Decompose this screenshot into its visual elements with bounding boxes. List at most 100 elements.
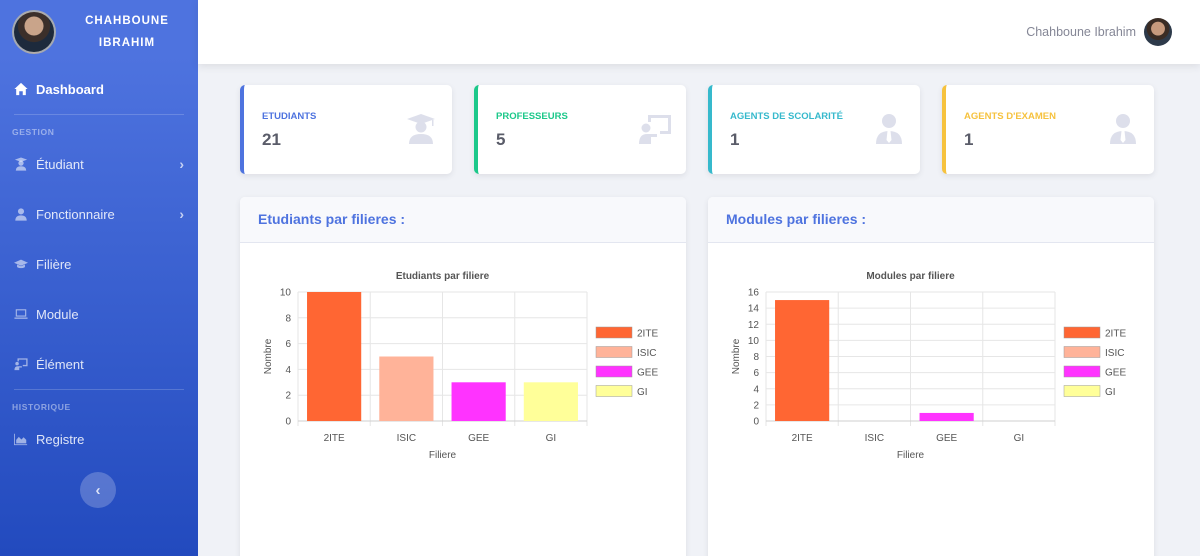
sidebar-item-label: Dashboard bbox=[36, 81, 104, 97]
chart-modules-par-filiere: Modules par filiere 0 2 4 6 8 10 12 14 16 2ITE ISIC… bbox=[708, 243, 1154, 556]
y-tick-label: 2 bbox=[285, 391, 291, 402]
sidebar-divider bbox=[14, 389, 184, 390]
sidebar-item-dashboard[interactable]: Dashboard bbox=[0, 64, 198, 114]
stat-label: ETUDIANTS bbox=[262, 111, 317, 122]
legend-label[interactable]: 2ITE bbox=[637, 329, 658, 340]
sidebar-item-registre[interactable]: Registre bbox=[0, 414, 198, 464]
sidebar-item-etudiant[interactable]: Étudiant › bbox=[0, 139, 198, 189]
chart-bar-2ite[interactable] bbox=[307, 292, 362, 421]
y-tick-label: 6 bbox=[753, 368, 759, 379]
user-icon bbox=[14, 207, 28, 221]
sidebar-item-module[interactable]: Module bbox=[0, 289, 198, 339]
y-tick-label: 0 bbox=[285, 417, 291, 428]
y-tick-label: 12 bbox=[748, 320, 760, 331]
brand-name-line2: IBRAHIM bbox=[98, 37, 156, 49]
legend-swatch-gi[interactable] bbox=[1063, 385, 1101, 397]
sidebar-brand[interactable]: CHAHBOUNE IBRAHIM bbox=[0, 0, 198, 64]
sidebar: CHAHBOUNE IBRAHIM Dashboard GESTION Étud… bbox=[0, 0, 198, 556]
y-tick-label: 4 bbox=[285, 365, 291, 376]
sidebar-heading-gestion: GESTION bbox=[12, 127, 55, 137]
stat-label: PROFESSEURS bbox=[496, 111, 568, 122]
legend-label[interactable]: GI bbox=[637, 387, 648, 398]
legend-swatch-2ite[interactable] bbox=[595, 326, 633, 339]
chart-bar-2ite[interactable] bbox=[775, 300, 830, 421]
sidebar-item-filiere[interactable]: Filière bbox=[0, 239, 198, 289]
stat-label: AGENTS D'EXAMEN bbox=[964, 111, 1056, 122]
chart-card-etudiants: Etudiants par filieres : Etudiants par f… bbox=[240, 197, 686, 556]
x-tick-label: GEE bbox=[468, 433, 489, 444]
stat-card-agents-examen: AGENTS D'EXAMEN 1 bbox=[942, 85, 1154, 174]
stat-value: 5 bbox=[496, 130, 506, 149]
chevron-right-icon: › bbox=[179, 206, 184, 222]
chevron-right-icon: › bbox=[179, 156, 184, 172]
x-tick-label: GI bbox=[546, 433, 557, 444]
sidebar-toggle-button[interactable]: ‹ bbox=[80, 472, 116, 508]
y-tick-label: 16 bbox=[748, 288, 760, 299]
x-axis-label: Filiere bbox=[429, 450, 457, 461]
legend-label[interactable]: GEE bbox=[637, 368, 658, 379]
y-tick-label: 2 bbox=[753, 400, 759, 411]
x-tick-label: 2ITE bbox=[792, 433, 813, 444]
sidebar-item-label: Registre bbox=[36, 431, 85, 447]
chart-bar-gee[interactable] bbox=[451, 382, 506, 421]
legend-label[interactable]: GI bbox=[1105, 387, 1116, 398]
sidebar-item-label: Filière bbox=[36, 256, 72, 272]
card-header: Etudiants par filieres : bbox=[240, 197, 686, 243]
y-tick-label: 8 bbox=[753, 352, 759, 363]
stat-card-agents-scolarite: AGENTS DE SCOLARITÉ 1 bbox=[708, 85, 920, 174]
legend-swatch-gee[interactable] bbox=[595, 365, 633, 378]
card-title: Etudiants par filieres : bbox=[258, 211, 406, 227]
home-icon bbox=[14, 82, 28, 96]
sidebar-heading-historique: HISTORIQUE bbox=[12, 402, 71, 412]
chart-bar-gi[interactable] bbox=[523, 382, 578, 421]
user-graduate-icon bbox=[14, 157, 28, 171]
topbar: Chahboune Ibrahim bbox=[198, 0, 1200, 64]
graduation-cap-icon bbox=[14, 257, 28, 271]
legend-label[interactable]: ISIC bbox=[637, 348, 656, 359]
chart-bar-isic[interactable] bbox=[379, 356, 434, 422]
x-tick-label: ISIC bbox=[865, 433, 884, 444]
y-tick-label: 4 bbox=[753, 384, 759, 395]
chart-area-icon bbox=[14, 432, 28, 446]
card-header: Modules par filieres : bbox=[708, 197, 1154, 243]
y-tick-label: 14 bbox=[748, 304, 760, 315]
x-tick-label: 2ITE bbox=[324, 433, 345, 444]
y-tick-label: 6 bbox=[285, 339, 291, 350]
legend-label[interactable]: 2ITE bbox=[1105, 329, 1126, 340]
sidebar-item-label: Fonctionnaire bbox=[36, 206, 115, 222]
user-graduate-icon bbox=[404, 113, 438, 145]
stat-card-etudiants: ETUDIANTS 21 bbox=[240, 85, 452, 174]
chart-bar-gee[interactable] bbox=[919, 412, 974, 421]
stat-value: 1 bbox=[730, 130, 740, 149]
topbar-user-avatar[interactable] bbox=[1144, 18, 1172, 46]
chart-background bbox=[708, 243, 1154, 556]
sidebar-divider bbox=[14, 114, 184, 115]
y-axis-label: Nombre bbox=[263, 338, 274, 374]
brand-name-line1: CHAHBOUNE bbox=[85, 15, 169, 27]
chalkboard-teacher-icon bbox=[638, 113, 672, 145]
chart-card-modules: Modules par filieres : Modules par filie… bbox=[708, 197, 1154, 556]
y-tick-label: 10 bbox=[748, 336, 760, 347]
x-tick-label: ISIC bbox=[397, 433, 416, 444]
sidebar-item-label: Étudiant bbox=[36, 156, 84, 172]
stat-value: 21 bbox=[262, 130, 281, 149]
stat-card-professeurs: PROFESSEURS 5 bbox=[474, 85, 686, 174]
x-tick-label: GEE bbox=[936, 433, 957, 444]
y-axis-label: Nombre bbox=[731, 338, 742, 374]
brand-name: CHAHBOUNE IBRAHIM bbox=[56, 10, 198, 54]
stat-label: AGENTS DE SCOLARITÉ bbox=[730, 111, 843, 122]
legend-swatch-isic[interactable] bbox=[1063, 346, 1101, 358]
sidebar-item-element[interactable]: Élément bbox=[0, 339, 198, 389]
legend-label[interactable]: ISIC bbox=[1105, 348, 1124, 359]
sidebar-item-fonctionnaire[interactable]: Fonctionnaire › bbox=[0, 189, 198, 239]
user-tie-icon bbox=[872, 113, 906, 145]
legend-swatch-gee[interactable] bbox=[1063, 365, 1101, 378]
legend-swatch-isic[interactable] bbox=[595, 346, 633, 358]
x-axis-label: Filiere bbox=[897, 450, 925, 461]
user-tie-icon bbox=[1106, 113, 1140, 145]
topbar-user-name[interactable]: Chahboune Ibrahim bbox=[1026, 25, 1136, 39]
card-title: Modules par filieres : bbox=[726, 211, 867, 227]
legend-label[interactable]: GEE bbox=[1105, 368, 1126, 379]
legend-swatch-gi[interactable] bbox=[595, 385, 633, 397]
legend-swatch-2ite[interactable] bbox=[1063, 326, 1101, 339]
